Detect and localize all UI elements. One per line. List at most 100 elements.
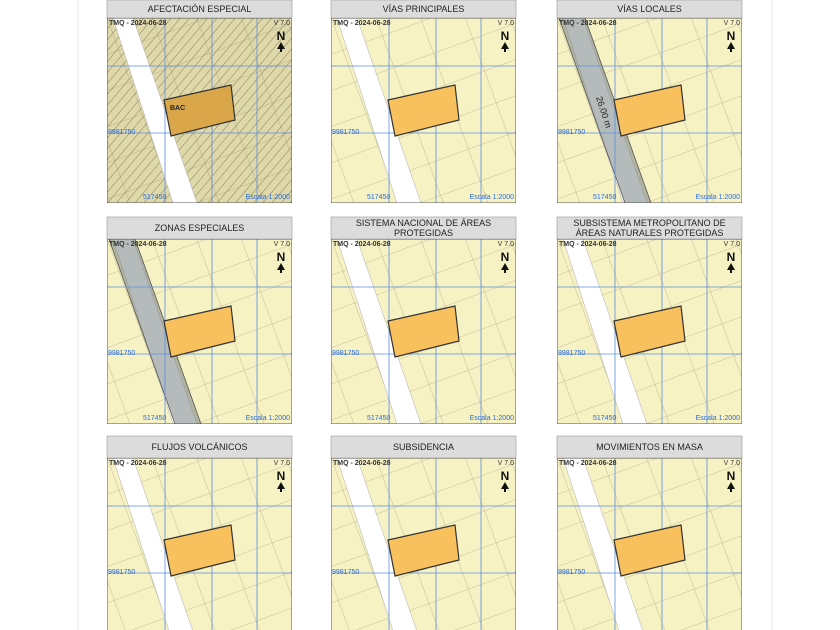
map-panel: ZONAS ESPECIALES TMQ - 2024-06-28 V 7.0 N 99…	[106, 216, 293, 424]
road-strip	[558, 18, 652, 203]
panel-title: SISTEMA NACIONAL DE ÁREAS PROTEGIDAS	[355, 218, 492, 238]
panel-title: FLUJOS VOLCÁNICOS	[151, 442, 248, 452]
northing-label: 9981750	[108, 129, 135, 136]
lot-label: BAC	[170, 105, 185, 112]
version-label: V 7.0	[724, 241, 740, 248]
northing-label: 9981750	[332, 569, 359, 576]
northing-label: 9981750	[332, 129, 359, 136]
road	[336, 18, 422, 203]
north-arrow	[277, 482, 285, 492]
date-label: TMQ - 2024-06-28	[333, 241, 391, 248]
map: TMQ - 2024-06-28 V 7.0 N 9981750 517450 Escal…	[331, 18, 516, 203]
scale-label: Escala 1:2000	[470, 194, 514, 201]
easting-label: 517450	[143, 415, 166, 422]
map-panel: AFECTACIÓN ESPECIAL TMQ - 2024-06-28 V 7.0…	[106, 0, 293, 203]
map-panel: FLUJOS VOLCÁNICOS TMQ - 2024-06-28 V 7.0 N 9…	[106, 435, 293, 630]
map: TMQ - 2024-06-28V 7.0N9981750517450Escal…	[107, 458, 292, 630]
north-label: N	[501, 250, 510, 264]
north-arrow	[277, 263, 285, 273]
title-box: MOVIMIENTOS EN MASA	[596, 442, 703, 452]
map: TMQ - 2024-06-28V 7.0N9981750517450Escal…	[557, 458, 742, 630]
lot	[387, 524, 460, 577]
easting-label: 517450	[143, 194, 166, 201]
map-panel: SUBSISTEMA METROPOLITANO DE ÁREAS NATURA…	[556, 216, 743, 424]
date-label: TMQ - 2024-06-28	[333, 460, 391, 467]
date-label: TMQ - 2024-06-28	[559, 20, 617, 27]
title-box: SUBSIDENCIA	[392, 442, 454, 452]
title-box: SUBSISTEMA METROPOLITANO DE ÁREAS NATURA…	[573, 218, 726, 238]
easting-label: 517450	[367, 194, 390, 201]
lot	[613, 524, 686, 577]
map: TMQ - 2024-06-28V 7.0N9981750517450Escal…	[331, 458, 516, 630]
north-label: N	[727, 469, 736, 483]
panel-title: AFECTACIÓN ESPECIAL	[147, 4, 252, 14]
northing-label: 9981750	[108, 569, 135, 576]
panel-title: ZONAS ESPECIALES	[154, 223, 245, 233]
panel-title: SUBSISTEMA METROPOLITANO DE ÁREAS NATURA…	[573, 218, 726, 238]
northing-label: 9981750	[558, 350, 585, 357]
road-strip	[108, 239, 202, 424]
road	[112, 458, 193, 630]
north-arrow	[727, 263, 735, 273]
panel-title: MOVIMIENTOS EN MASA	[596, 442, 703, 452]
north-arrow	[501, 482, 509, 492]
panel-title: VÍAS LOCALES	[617, 4, 682, 14]
north-arrow	[501, 42, 509, 52]
scale-label: Escala 1:2000	[696, 415, 740, 422]
north-label: N	[727, 29, 736, 43]
version-label: V 7.0	[724, 20, 740, 27]
version-label: V 7.0	[724, 460, 740, 467]
scale-label: Escala 1:2000	[470, 415, 514, 422]
map-panel: MOVIMIENTOS EN MASA TMQ - 2024-06-28 V 7.0…	[556, 435, 743, 630]
north-label: N	[277, 250, 286, 264]
north-label: N	[501, 29, 510, 43]
version-label: V 7.0	[274, 460, 290, 467]
north-arrow	[727, 482, 735, 492]
version-label: V 7.0	[498, 460, 514, 467]
easting-label: 517450	[593, 194, 616, 201]
lot	[613, 84, 686, 137]
date-label: TMQ - 2024-06-28	[333, 20, 391, 27]
northing-label: 9981750	[332, 350, 359, 357]
version-label: V 7.0	[498, 241, 514, 248]
date-label: TMQ - 2024-06-28	[559, 241, 617, 248]
north-label: N	[277, 469, 286, 483]
north-arrow	[727, 42, 735, 52]
scale-label: Escala 1:2000	[246, 194, 290, 201]
easting-label: 517450	[593, 415, 616, 422]
title-box: ZONAS ESPECIALES	[154, 223, 245, 233]
date-label: TMQ - 2024-06-28	[109, 241, 167, 248]
title-box: VÍAS LOCALES	[617, 4, 682, 14]
map: TMQ - 2024-06-28 V 7.0 N 9981750 517450 Escal…	[557, 18, 742, 203]
lot	[163, 524, 236, 577]
lot	[163, 305, 236, 358]
date-label: TMQ - 2024-06-28	[109, 460, 167, 467]
north-label: N	[501, 469, 510, 483]
scale-label: Escala 1:2000	[246, 415, 290, 422]
panel-title: VÍAS PRINCIPALES	[382, 4, 465, 14]
version-label: V 7.0	[498, 20, 514, 27]
road	[336, 458, 417, 630]
lot	[163, 84, 236, 137]
map-panel: SUBSIDENCIA TMQ - 2024-06-28 V 7.0 N 9981750…	[330, 435, 517, 630]
northing-label: 9981750	[558, 129, 585, 136]
scale-label: Escala 1:2000	[696, 194, 740, 201]
northing-label: 9981750	[558, 569, 585, 576]
road	[562, 239, 648, 424]
date-label: TMQ - 2024-06-28	[559, 460, 617, 467]
map-panel: SISTEMA NACIONAL DE ÁREAS PROTEGIDAS TMQ …	[330, 216, 517, 424]
road	[112, 18, 198, 203]
version-label: V 7.0	[274, 241, 290, 248]
panel-title: SUBSIDENCIA	[392, 442, 454, 452]
title-box: VÍAS PRINCIPALES	[382, 4, 465, 14]
title-box: FLUJOS VOLCÁNICOS	[151, 442, 248, 452]
north-label: N	[277, 29, 286, 43]
north-arrow	[501, 263, 509, 273]
title-box: AFECTACIÓN ESPECIAL	[147, 4, 252, 14]
map-panel: VÍAS PRINCIPALES TMQ - 2024-06-28 V 7.0 N 99…	[330, 0, 517, 203]
